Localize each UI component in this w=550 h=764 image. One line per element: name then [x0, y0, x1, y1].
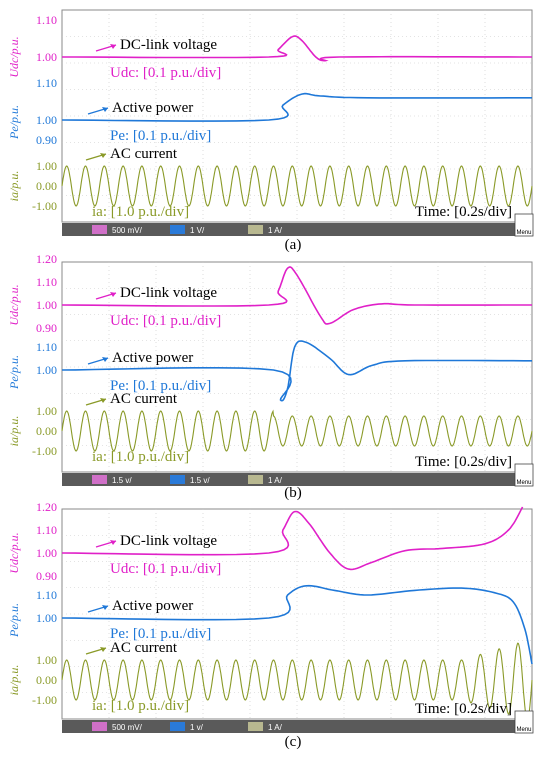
- voltage-name-annotation: DC-link voltage: [120, 533, 217, 549]
- channel-c3-chip: [170, 722, 185, 731]
- menu-label: Menu: [516, 727, 531, 733]
- menu-label: Menu: [516, 230, 531, 236]
- time-div-label: Time: [0.2s/div]: [415, 701, 512, 717]
- current-name-annotation: AC current: [110, 391, 178, 407]
- tick-label: 0.90: [36, 321, 57, 335]
- tick-label: 1.00: [36, 298, 57, 312]
- voltage-name-annotation: DC-link voltage: [120, 37, 217, 53]
- current-axis-label: ia/p.u.: [7, 171, 21, 202]
- tick-label: 1.00: [36, 404, 57, 418]
- voltage-scale-annotation: Udc: [0.1 p.u./div]: [110, 313, 221, 329]
- current-scale-annotation: ia: [1.0 p.u./div]: [92, 204, 189, 220]
- channel-c3-scale: 1 v/: [190, 723, 204, 732]
- power-name-annotation: Active power: [112, 598, 193, 614]
- tick-label: 1.00: [36, 363, 57, 377]
- channel-c2-scale: 1.5 v/: [112, 476, 132, 485]
- channel-c4-chip: [248, 475, 263, 484]
- panel-caption: (a): [285, 237, 302, 253]
- tick-label: -1.00: [32, 199, 57, 213]
- voltage-axis-label: Udc/p.u.: [7, 36, 21, 77]
- voltage-scale-annotation: Udc: [0.1 p.u./div]: [110, 561, 221, 577]
- tick-label: 1.00: [36, 653, 57, 667]
- tick-label: 1.10: [36, 523, 57, 537]
- channel-c2-chip: [92, 475, 107, 484]
- current-scale-annotation: ia: [1.0 p.u./div]: [92, 449, 189, 465]
- current-name-annotation: AC current: [110, 146, 178, 162]
- channel-c4-scale: 1 A/: [268, 226, 283, 235]
- tick-label: 0.00: [36, 179, 57, 193]
- channel-c3-scale: 1.5 v/: [190, 476, 210, 485]
- tick-label: 1.10: [36, 588, 57, 602]
- tick-label: 1.10: [36, 13, 57, 27]
- tick-label: 0.00: [36, 424, 57, 438]
- tick-label: -1.00: [32, 693, 57, 707]
- current-name-annotation: AC current: [110, 640, 178, 656]
- panel-caption: (c): [285, 734, 302, 750]
- channel-c2-scale: 500 mV/: [112, 226, 143, 235]
- time-div-label: Time: [0.2s/div]: [415, 204, 512, 220]
- tick-label: 1.00: [36, 50, 57, 64]
- voltage-axis-label: Udc/p.u.: [7, 532, 21, 573]
- tick-label: 1.20: [36, 500, 57, 514]
- tick-label: 1.10: [36, 275, 57, 289]
- panel-caption: (b): [284, 485, 302, 501]
- voltage-name-annotation: DC-link voltage: [120, 285, 217, 301]
- current-scale-annotation: ia: [1.0 p.u./div]: [92, 698, 189, 714]
- tick-label: 1.10: [36, 340, 57, 354]
- power-axis-label: Pe/p.u.: [7, 603, 21, 638]
- tick-label: 1.10: [36, 76, 57, 90]
- tick-label: 1.00: [36, 159, 57, 173]
- current-axis-label: ia/p.u.: [7, 665, 21, 696]
- power-axis-label: Pe/p.u.: [7, 105, 21, 140]
- panel-1: 1.10 1.00 1.10 1.00 1.00 0.00 -1.00 0.90 Udc/p.u…: [7, 10, 533, 253]
- tick-label: 0.00: [36, 673, 57, 687]
- voltage-scale-annotation: Udc: [0.1 p.u./div]: [110, 65, 221, 81]
- tick-label: 1.00: [36, 546, 57, 560]
- tick-label: 1.20: [36, 252, 57, 266]
- channel-c2-scale: 500 mV/: [112, 723, 143, 732]
- tick-label: 1.00: [36, 611, 57, 625]
- time-div-label: Time: [0.2s/div]: [415, 454, 512, 470]
- power-name-annotation: Active power: [112, 100, 193, 116]
- channel-c3-chip: [170, 225, 185, 234]
- menu-label: Menu: [516, 480, 531, 486]
- channel-c4-scale: 1 A/: [268, 723, 283, 732]
- channel-c4-chip: [248, 722, 263, 731]
- channel-c4-chip: [248, 225, 263, 234]
- panel-2: 1.20 1.10 1.00 0.90 1.10 1.00 1.00 0.00 -1.00 Udc…: [7, 252, 533, 501]
- channel-c2-chip: [92, 225, 107, 234]
- channel-c4-scale: 1 A/: [268, 476, 283, 485]
- voltage-axis-label: Udc/p.u.: [7, 284, 21, 325]
- panel-3: 1.20 1.10 1.00 0.90 1.10 1.00 1.00 0.00 -1.00 Udc…: [7, 500, 533, 750]
- current-axis-label: ia/p.u.: [7, 416, 21, 447]
- tick-label: -1.00: [32, 444, 57, 458]
- power-axis-label: Pe/p.u.: [7, 355, 21, 390]
- power-scale-annotation: Pe: [0.1 p.u./div]: [110, 128, 211, 144]
- channel-c3-scale: 1 V/: [190, 226, 205, 235]
- channel-c2-chip: [92, 722, 107, 731]
- power-name-annotation: Active power: [112, 350, 193, 366]
- tick-label: 0.90: [36, 133, 57, 147]
- tick-label: 1.00: [36, 113, 57, 127]
- channel-c3-chip: [170, 475, 185, 484]
- tick-label: 0.90: [36, 569, 57, 583]
